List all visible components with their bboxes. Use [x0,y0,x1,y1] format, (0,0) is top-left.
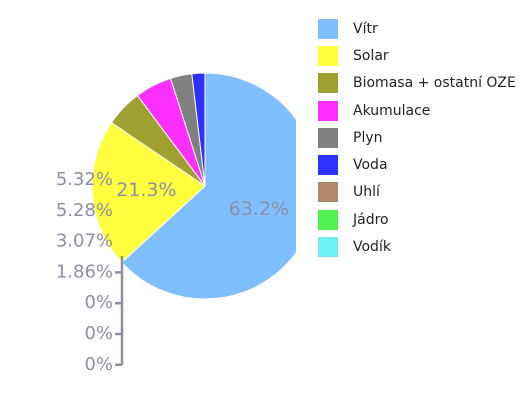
legend-swatch [318,237,338,258]
legend-item-4[interactable]: Plyn [318,124,516,151]
pie-slices [91,72,318,300]
legend-swatch [318,45,338,66]
legend-label: Biomasa + ostatní OZE [353,75,516,92]
legend-item-0[interactable]: Vítr [318,15,516,42]
data-label-0: 63.2% [229,198,289,220]
legend-item-1[interactable]: Solar [318,42,516,69]
legend-label: Solar [353,47,389,64]
data-label-4: 3.07% [56,231,113,252]
legend: Vítr Solar Biomasa + ostatní OZE Akumulace P… [318,15,516,261]
legend-label: Jádro [353,211,389,228]
data-label-8: 0% [84,354,113,375]
legend-item-5[interactable]: Voda [318,151,516,178]
legend-item-2[interactable]: Biomasa + ostatní OZE [318,70,516,97]
data-label-2: 5.32% [56,169,113,190]
data-label-3: 5.28% [56,200,113,221]
legend-swatch [318,155,338,176]
legend-swatch [318,209,338,230]
data-label-1: 21.3% [116,179,176,201]
legend-swatch [318,182,338,203]
legend-swatch [318,73,338,94]
pie-slice-5[interactable] [191,72,206,187]
legend-label: Akumulace [353,102,431,119]
label-leader-lines [115,256,124,367]
legend-item-8[interactable]: Vodík [318,233,516,260]
data-label-5: 1.86% [56,261,113,282]
legend-label: Uhlí [353,184,380,201]
legend-swatch [318,100,338,121]
legend-swatch [318,18,338,39]
legend-item-6[interactable]: Uhlí [318,179,516,206]
legend-label: Plyn [353,129,383,146]
pie-slice-0[interactable] [121,72,318,300]
legend-label: Voda [353,157,388,174]
pie-slice-1[interactable] [91,121,206,264]
data-label-7: 0% [84,323,113,344]
data-labels: 63.2% 21.3%5.32% 5.28% 3.07% 1.86% 0% 0% 0% [56,169,289,375]
legend-item-3[interactable]: Akumulace [318,97,516,124]
data-label-6: 0% [84,292,113,313]
legend-label: Vítr [353,20,378,37]
legend-label: Vodík [353,239,391,256]
legend-item-7[interactable]: Jádro [318,206,516,233]
legend-swatch [318,127,338,148]
